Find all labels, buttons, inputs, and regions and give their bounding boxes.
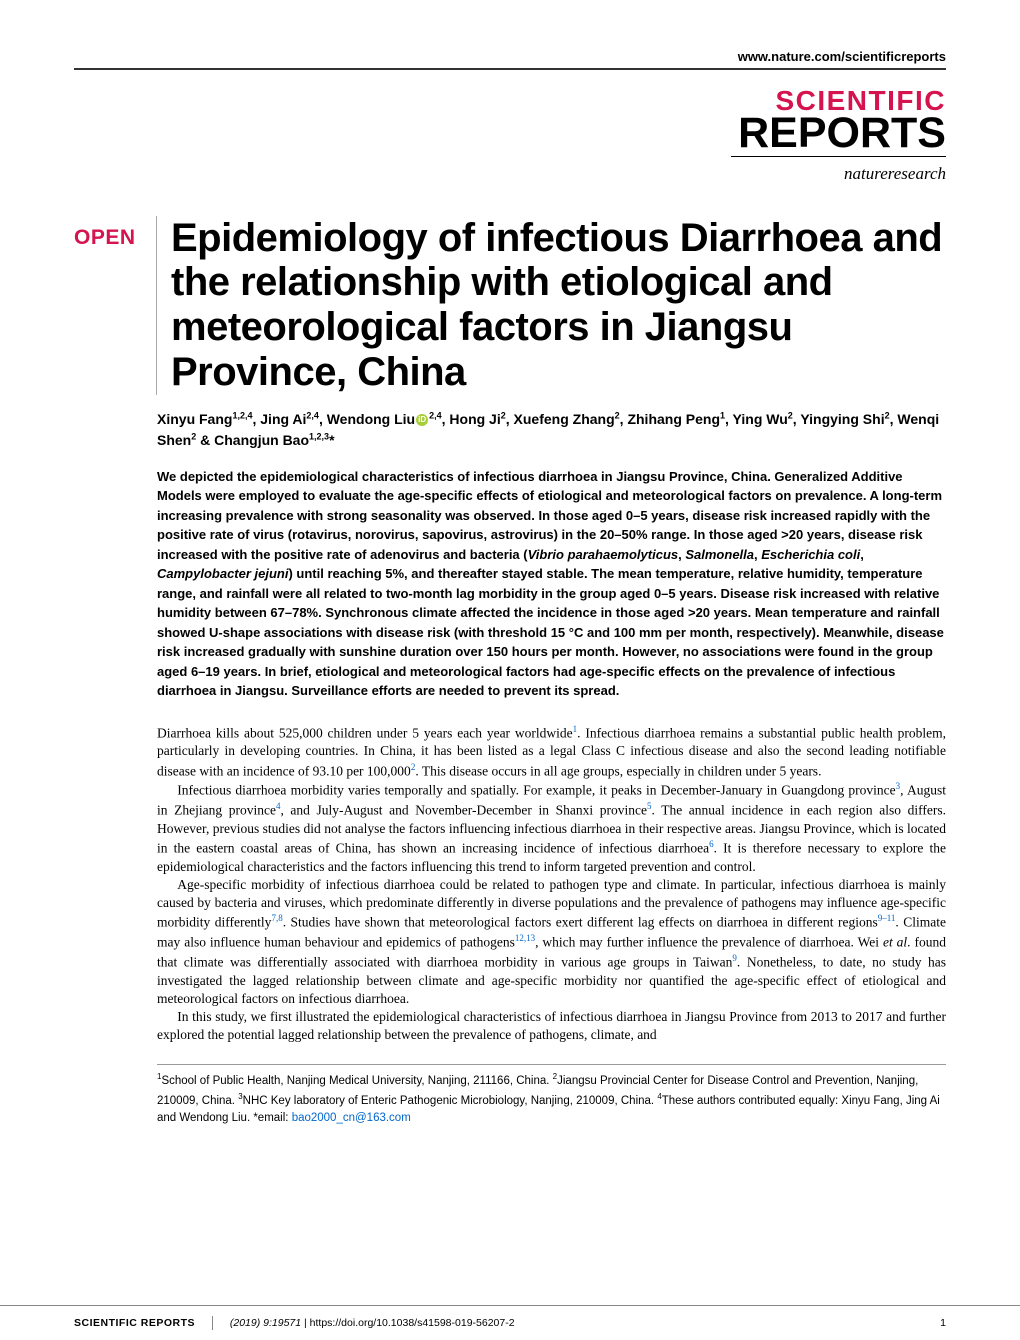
footer-citation: SCIENTIFIC REPORTS (2019) 9:19571 | http… — [74, 1316, 515, 1330]
article-title: Epidemiology of infectious Diarrhoea and… — [171, 216, 946, 395]
footer-separator — [212, 1316, 213, 1330]
paragraph-4: In this study, we first illustrated the … — [157, 1008, 946, 1044]
author-list: Xinyu Fang1,2,4, Jing Ai2,4, Wendong Liu… — [157, 409, 946, 451]
abstract: We depicted the epidemiological characte… — [157, 467, 946, 701]
content-column: Xinyu Fang1,2,4, Jing Ai2,4, Wendong Liu… — [157, 409, 946, 1127]
logo-line-2: REPORTS — [74, 113, 946, 154]
title-vertical-rule — [156, 216, 157, 395]
affiliations-rule — [157, 1064, 946, 1065]
page-footer: SCIENTIFIC REPORTS (2019) 9:19571 | http… — [0, 1305, 1020, 1340]
open-access-badge: OPEN — [74, 216, 142, 252]
footer-page-number: 1 — [940, 1316, 946, 1330]
journal-url[interactable]: www.nature.com/scientificreports — [74, 48, 946, 66]
paragraph-1: Diarrhoea kills about 525,000 children u… — [157, 723, 946, 781]
footer-doi[interactable]: | https://doi.org/10.1038/s41598-019-562… — [304, 1317, 515, 1329]
logo-subbrand: natureresearch — [74, 163, 946, 186]
paragraph-3: Age-specific morbidity of infectious dia… — [157, 876, 946, 1008]
footer-journal-name: SCIENTIFIC REPORTS — [74, 1317, 195, 1329]
header-rule — [74, 68, 946, 70]
journal-logo: SCIENTIFIC REPORTS natureresearch — [74, 88, 946, 186]
paragraph-2: Infectious diarrhoea morbidity varies te… — [157, 780, 946, 876]
page-container: www.nature.com/scientificreports SCIENTI… — [0, 0, 1020, 1305]
footer-year-vol: (2019) 9:19571 — [230, 1317, 304, 1329]
affiliations: 1School of Public Health, Nanjing Medica… — [157, 1071, 946, 1126]
body-text: Diarrhoea kills about 525,000 children u… — [157, 723, 946, 1045]
title-row: OPEN Epidemiology of infectious Diarrhoe… — [74, 216, 946, 395]
